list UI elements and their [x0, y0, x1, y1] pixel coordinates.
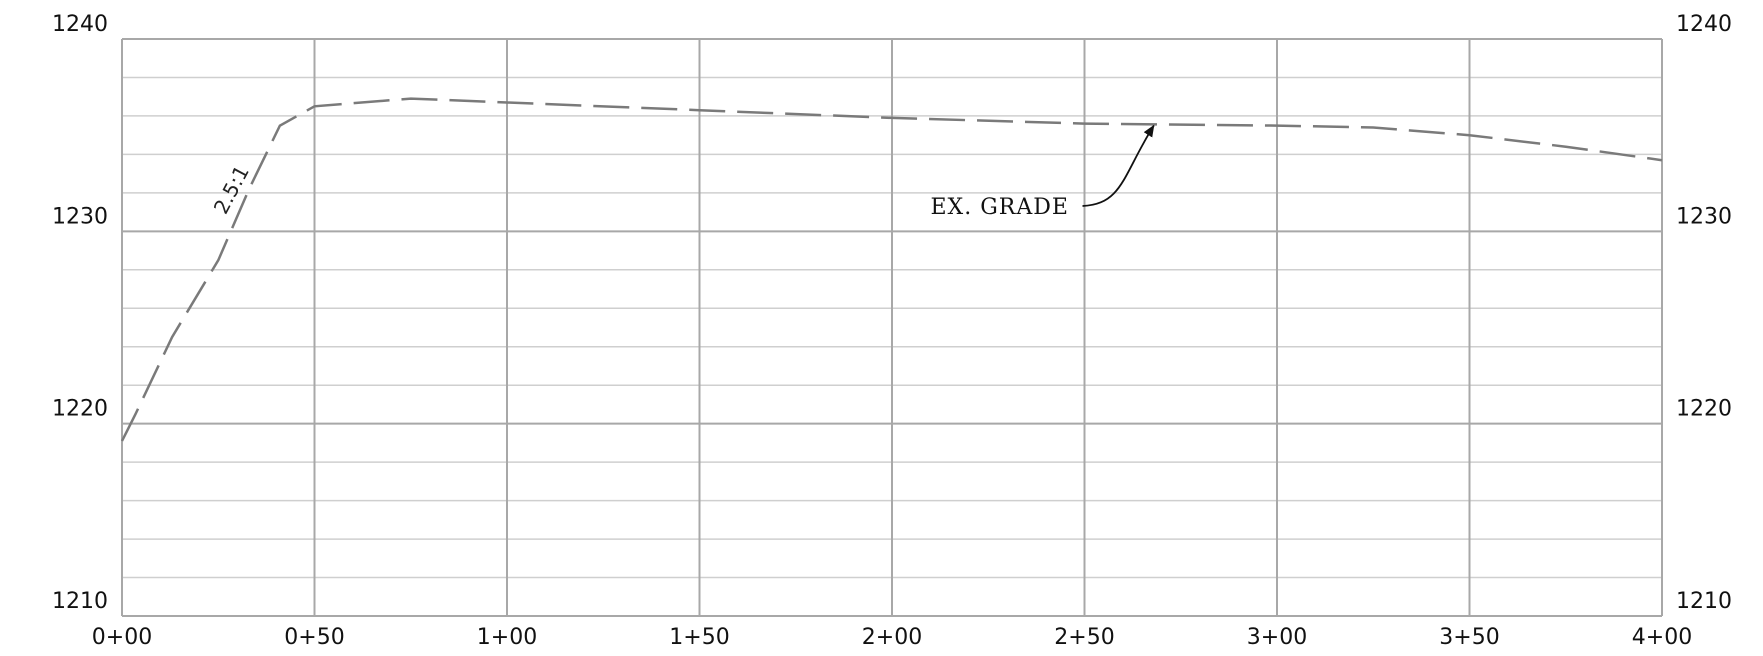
x-tick-label: 0+50 — [284, 625, 344, 650]
x-tick-label: 0+00 — [92, 625, 152, 650]
tick-labels: 1210 1210 1220 1220 1230 1230 1240 1240 0+00 0+50… — [52, 12, 1732, 650]
y-tick-label-left: 1220 — [52, 397, 108, 422]
y-tick-label-right: 1210 — [1676, 589, 1732, 614]
x-tick-label: 2+50 — [1054, 625, 1114, 650]
x-tick-label: 1+50 — [669, 625, 729, 650]
x-tick-label: 4+00 — [1632, 625, 1692, 650]
x-tick-label: 3+50 — [1439, 625, 1499, 650]
x-tick-label: 2+00 — [862, 625, 922, 650]
slope-label: 2.5:1 — [209, 161, 254, 218]
annotations: EX. GRADE 2.5:1 — [209, 124, 1155, 220]
x-tick-label: 1+00 — [477, 625, 537, 650]
series-layer — [120, 97, 1663, 442]
y-tick-label-left: 1210 — [52, 589, 108, 614]
y-tick-label-right: 1220 — [1676, 397, 1732, 422]
y-tick-label-right: 1240 — [1676, 12, 1732, 37]
annotation-ex-grade: EX. GRADE — [931, 195, 1069, 220]
y-tick-label-right: 1230 — [1676, 204, 1732, 229]
y-tick-label-left: 1230 — [52, 204, 108, 229]
y-tick-label-left: 1240 — [52, 12, 108, 37]
grid — [121, 38, 1663, 617]
x-tick-label: 3+00 — [1247, 625, 1307, 650]
annotation-leader-arrow — [1082, 124, 1155, 207]
